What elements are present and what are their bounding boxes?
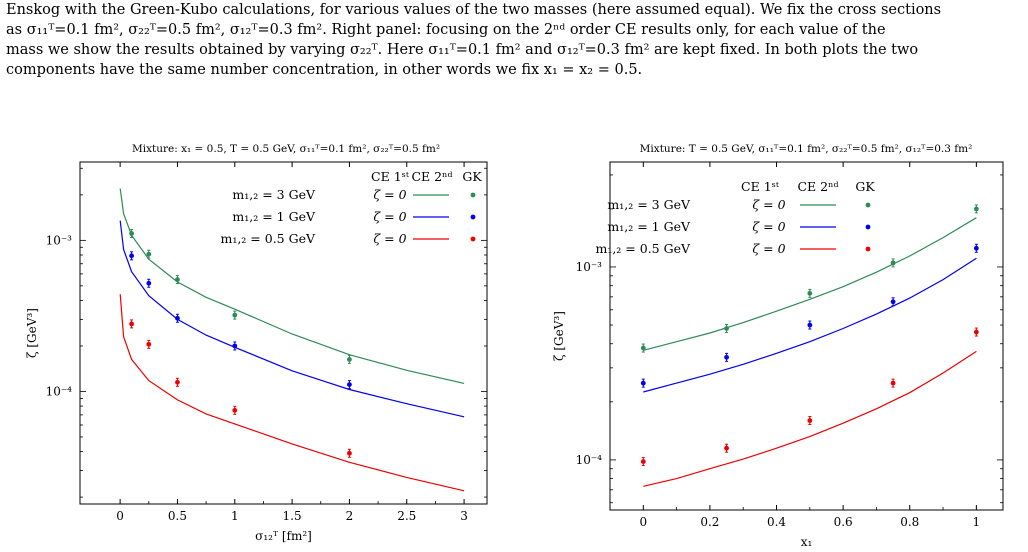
- series-line-red: [643, 350, 977, 487]
- legend-header: GK: [462, 169, 482, 184]
- data-point-red: [347, 450, 352, 456]
- x-tick-label: 0: [116, 509, 124, 523]
- legend-ce1-label: ζ = 0: [373, 231, 406, 246]
- data-point-green: [129, 231, 134, 236]
- legend-marker-red: [470, 236, 476, 242]
- legend-series-name: m₁,₂ = 3 GeV: [607, 197, 691, 212]
- legend-marker-blue: [470, 214, 476, 220]
- data-point-blue: [973, 245, 979, 251]
- legend-header: CE 1ˢᵗ: [741, 179, 780, 194]
- legend-marker-green: [470, 192, 476, 198]
- data-point-green: [890, 260, 896, 266]
- caption-line-3: mass we show the results obtained by var…: [6, 42, 919, 58]
- data-point-green: [347, 356, 352, 362]
- legend-header: CE 2ⁿᵈ: [797, 179, 838, 194]
- data-point-blue: [175, 315, 180, 321]
- data-point-red: [807, 418, 813, 423]
- x-axis-label: x₁: [801, 535, 813, 549]
- x-tick-label: 0.4: [767, 515, 786, 529]
- data-point-green: [640, 345, 646, 351]
- data-point-blue: [807, 322, 813, 328]
- data-point-red: [175, 379, 180, 385]
- data-point-blue: [129, 253, 134, 259]
- x-tick-label: 1.5: [283, 509, 302, 523]
- series-line-red: [119, 294, 465, 492]
- legend-header: CE 2ⁿᵈ: [411, 169, 452, 184]
- chart-title: Mixture: T = 0.5 GeV, σ₁₁ᵀ=0.1 fm², σ₂₂ᵀ…: [640, 143, 973, 155]
- data-point-red: [232, 407, 238, 413]
- chart-title: Mixture: x₁ = 0.5, T = 0.5 GeV, σ₁₁ᵀ=0.1…: [132, 143, 440, 155]
- x-tick-label: 2: [346, 509, 354, 523]
- caption-line-2: as σ₁₁ᵀ=0.1 fm², σ₂₂ᵀ=0.5 fm², σ₁₂ᵀ=0.3 …: [6, 22, 886, 38]
- legend-ce1-label: ζ = 0: [373, 187, 406, 202]
- chart-panel-left: Mixture: x₁ = 0.5, T = 0.5 GeV, σ₁₁ᵀ=0.1…: [25, 143, 488, 543]
- y-axis-label: ζ [GeV³]: [25, 308, 39, 358]
- legend-ce1-label: ζ = 0: [752, 197, 785, 212]
- data-point-green: [724, 326, 729, 331]
- x-tick-label: 1: [973, 515, 981, 529]
- legend-marker-red: [865, 246, 871, 252]
- data-point-blue: [146, 280, 152, 286]
- data-point-red: [129, 321, 134, 327]
- plot-frame: [609, 161, 1004, 511]
- data-point-red: [146, 341, 152, 347]
- data-point-green: [146, 251, 152, 257]
- data-point-red: [724, 445, 729, 451]
- x-tick-label: 0: [639, 515, 647, 529]
- chart-panel-right: Mixture: T = 0.5 GeV, σ₁₁ᵀ=0.1 fm², σ₂₂ᵀ…: [552, 143, 1004, 549]
- data-point-blue: [640, 380, 646, 386]
- data-point-green: [973, 206, 979, 212]
- x-tick-label: 0.2: [700, 515, 719, 529]
- series-line-green: [119, 188, 465, 384]
- plot-frame: [79, 161, 488, 505]
- data-point-blue: [890, 299, 896, 305]
- legend-marker-blue: [865, 224, 871, 230]
- data-point-blue: [347, 382, 352, 388]
- legend-ce1-label: ζ = 0: [752, 219, 785, 234]
- data-point-blue: [724, 354, 729, 360]
- legend-ce1-label: ζ = 0: [373, 209, 406, 224]
- legend-header: CE 1ˢᵗ: [371, 169, 410, 184]
- legend-ce1-label: ζ = 0: [752, 241, 785, 256]
- x-tick-label: 0.6: [834, 515, 853, 529]
- y-tick-label: 10⁻⁴: [46, 384, 73, 398]
- x-tick-label: 1: [231, 509, 239, 523]
- x-tick-label: 0.8: [900, 515, 919, 529]
- series-line-blue: [643, 257, 977, 393]
- legend-series-name: m₁,₂ = 0.5 GeV: [220, 231, 316, 246]
- legend-marker-green: [865, 202, 871, 208]
- series-line-blue: [119, 220, 465, 418]
- legend-series-name: m₁,₂ = 0.5 GeV: [595, 241, 691, 256]
- x-tick-label: 0.5: [168, 509, 187, 523]
- figure-caption: Enskog with the Green-Kubo calculations,…: [6, 0, 1022, 80]
- legend-series-name: m₁,₂ = 1 GeV: [232, 209, 316, 224]
- data-point-red: [890, 380, 896, 386]
- x-tick-label: 3: [460, 509, 468, 523]
- legend-series-name: m₁,₂ = 1 GeV: [607, 219, 691, 234]
- x-tick-label: 2.5: [397, 509, 416, 523]
- y-axis-label: ζ [GeV³]: [552, 311, 566, 361]
- series-line-green: [643, 217, 977, 351]
- y-tick-label: 10⁻³: [576, 260, 603, 274]
- data-point-green: [807, 290, 813, 296]
- x-axis-label: σ₁₂ᵀ [fm²]: [255, 529, 312, 543]
- data-point-green: [175, 277, 180, 282]
- data-point-red: [973, 329, 979, 335]
- legend-header: GK: [855, 179, 875, 194]
- legend-series-name: m₁,₂ = 3 GeV: [232, 187, 316, 202]
- y-tick-label: 10⁻⁴: [576, 453, 603, 467]
- data-point-blue: [232, 343, 238, 349]
- caption-line-4: components have the same number concentr…: [6, 62, 643, 78]
- caption-line-1: Enskog with the Green-Kubo calculations,…: [6, 2, 942, 18]
- data-point-green: [232, 312, 238, 318]
- y-tick-label: 10⁻³: [46, 233, 73, 247]
- data-point-red: [640, 459, 646, 464]
